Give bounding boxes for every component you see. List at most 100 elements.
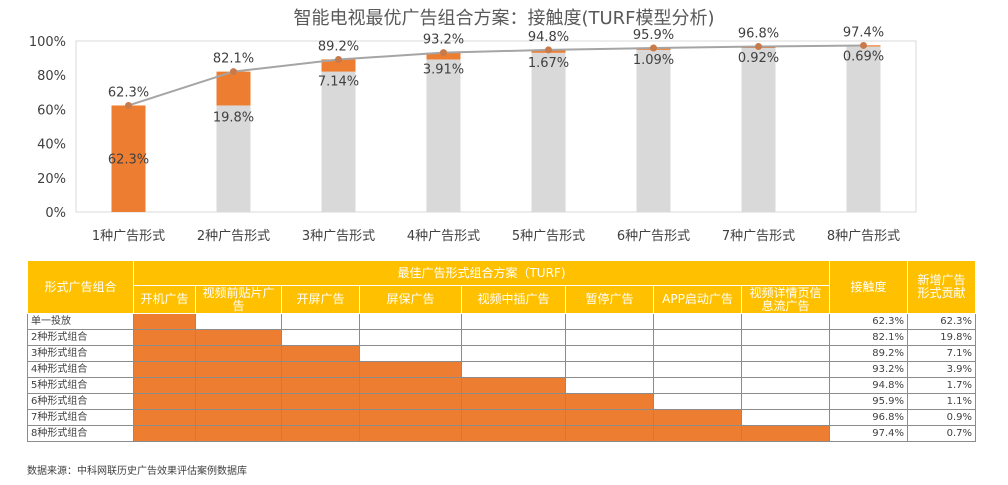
ad-format-header: 视频详情页信息流广告 bbox=[741, 285, 830, 314]
format-cell-empty bbox=[653, 345, 742, 362]
cumulative-point bbox=[545, 46, 552, 54]
reach-cell: 62.3% bbox=[829, 313, 908, 330]
format-cell-selected bbox=[741, 425, 830, 442]
format-cell-selected bbox=[359, 377, 462, 394]
cumulative-point bbox=[860, 41, 867, 49]
format-cell-selected bbox=[195, 361, 282, 378]
plot-frame bbox=[75, 40, 917, 213]
ad-format-header: 开屏广告 bbox=[281, 285, 360, 314]
row-label: 5种形式组合 bbox=[27, 377, 134, 394]
cumulative-line bbox=[128, 44, 864, 107]
reach-cell: 89.2% bbox=[829, 345, 908, 362]
contribution-cell: 0.9% bbox=[907, 409, 976, 426]
x-tick-label: 1种广告形式 bbox=[92, 229, 165, 244]
cumulative-label: 94.8% bbox=[528, 30, 569, 45]
row-label: 7种形式组合 bbox=[27, 409, 134, 426]
format-cell-selected bbox=[281, 345, 360, 362]
format-cell-selected bbox=[359, 393, 462, 410]
cumulative-point bbox=[230, 68, 237, 76]
bar-increment bbox=[216, 71, 251, 106]
format-cell-empty bbox=[461, 361, 566, 378]
table-row: 7种形式组合 96.8% 0.9% bbox=[27, 409, 976, 426]
ad-format-header: 开机广告 bbox=[133, 285, 196, 314]
ad-format-header: 视频中插广告 bbox=[461, 285, 566, 314]
ad-format-header: 屏保广告 bbox=[359, 285, 462, 314]
cumulative-label: 97.4% bbox=[843, 25, 884, 40]
row-label: 4种形式组合 bbox=[27, 361, 134, 378]
format-cell-selected bbox=[565, 409, 654, 426]
row-label: 3种形式组合 bbox=[27, 345, 134, 362]
reach-cell: 93.2% bbox=[829, 361, 908, 378]
format-cell-selected bbox=[461, 425, 566, 442]
format-cell-selected bbox=[195, 377, 282, 394]
table-row: 2种形式组合 82.1% 19.8% bbox=[27, 329, 976, 346]
bar-increment bbox=[111, 105, 146, 212]
contribution-cell: 7.1% bbox=[907, 345, 976, 362]
format-cell-empty bbox=[653, 361, 742, 378]
contribution-cell: 0.7% bbox=[907, 425, 976, 442]
format-cell-selected bbox=[653, 409, 742, 426]
format-cell-empty bbox=[565, 361, 654, 378]
format-cell-selected bbox=[359, 425, 462, 442]
cumulative-point bbox=[125, 101, 132, 109]
bar-increment bbox=[321, 59, 356, 72]
format-cell-selected bbox=[133, 313, 196, 330]
x-tick-label: 8种广告形式 bbox=[827, 229, 900, 244]
turf-table: 形式广告组合 最佳广告形式组合方案（TURF) 接触度 新增广告 形式贡献 开机… bbox=[27, 260, 976, 442]
format-cell-selected bbox=[461, 409, 566, 426]
y-tick-label: 20% bbox=[37, 172, 66, 187]
format-cell-selected bbox=[565, 393, 654, 410]
chart-title: 智能电视最优广告组合方案：接触度(TURF模型分析) bbox=[293, 8, 715, 29]
contribution-cell: 3.9% bbox=[907, 361, 976, 378]
cumulative-label: 62.3% bbox=[108, 85, 149, 100]
y-tick-label: 40% bbox=[37, 138, 66, 153]
format-cell-selected bbox=[195, 329, 282, 346]
x-tick-label: 7种广告形式 bbox=[722, 229, 795, 244]
increment-label: 1.09% bbox=[633, 53, 674, 68]
y-tick-label: 100% bbox=[29, 35, 66, 50]
contribution-header-line2: 形式贡献 bbox=[917, 286, 966, 300]
contribution-header-line1: 新增广告 bbox=[917, 273, 966, 287]
x-tick-label: 2种广告形式 bbox=[197, 229, 270, 244]
row-label: 6种形式组合 bbox=[27, 393, 134, 410]
reach-cell: 96.8% bbox=[829, 409, 908, 426]
contribution-cell: 62.3% bbox=[907, 313, 976, 330]
format-cell-selected bbox=[565, 425, 654, 442]
format-cell-selected bbox=[281, 425, 360, 442]
format-cell-empty bbox=[359, 345, 462, 362]
table-row: 6种形式组合 95.9% 1.1% bbox=[27, 393, 976, 410]
format-cell-selected bbox=[195, 345, 282, 362]
row-label: 8种形式组合 bbox=[27, 425, 134, 442]
bar-base bbox=[426, 59, 461, 212]
format-cell-empty bbox=[461, 345, 566, 362]
x-tick-label: 3种广告形式 bbox=[302, 229, 375, 244]
format-cell-empty bbox=[565, 313, 654, 330]
format-cell-empty bbox=[741, 329, 830, 346]
format-cell-selected bbox=[133, 377, 196, 394]
increment-label: 19.8% bbox=[213, 110, 254, 125]
format-cell-empty bbox=[565, 377, 654, 394]
format-cell-selected bbox=[359, 409, 462, 426]
bar-base bbox=[531, 52, 566, 213]
format-cell-empty bbox=[653, 377, 742, 394]
format-cell-empty bbox=[741, 361, 830, 378]
cumulative-label: 93.2% bbox=[423, 33, 464, 48]
table-row: 4种形式组合 93.2% 3.9% bbox=[27, 361, 976, 378]
ad-format-header: APP启动广告 bbox=[653, 285, 742, 314]
footnote: 数据来源：中科网联历史广告效果评估案例数据库 bbox=[27, 466, 247, 477]
format-cell-selected bbox=[359, 361, 462, 378]
contribution-cell: 19.8% bbox=[907, 329, 976, 346]
format-cell-empty bbox=[741, 393, 830, 410]
increment-label: 0.92% bbox=[738, 51, 779, 66]
format-cell-empty bbox=[565, 345, 654, 362]
increment-label: 62.3% bbox=[108, 153, 149, 168]
table-row: 8种形式组合 97.4% 0.7% bbox=[27, 425, 976, 442]
table-row: 5种形式组合 94.8% 1.7% bbox=[27, 377, 976, 394]
format-cell-empty bbox=[741, 377, 830, 394]
bar-base bbox=[846, 46, 881, 212]
format-cell-empty bbox=[195, 313, 282, 330]
format-cell-empty bbox=[359, 329, 462, 346]
format-cell-selected bbox=[133, 329, 196, 346]
format-cell-empty bbox=[281, 313, 360, 330]
format-cell-selected bbox=[133, 393, 196, 410]
